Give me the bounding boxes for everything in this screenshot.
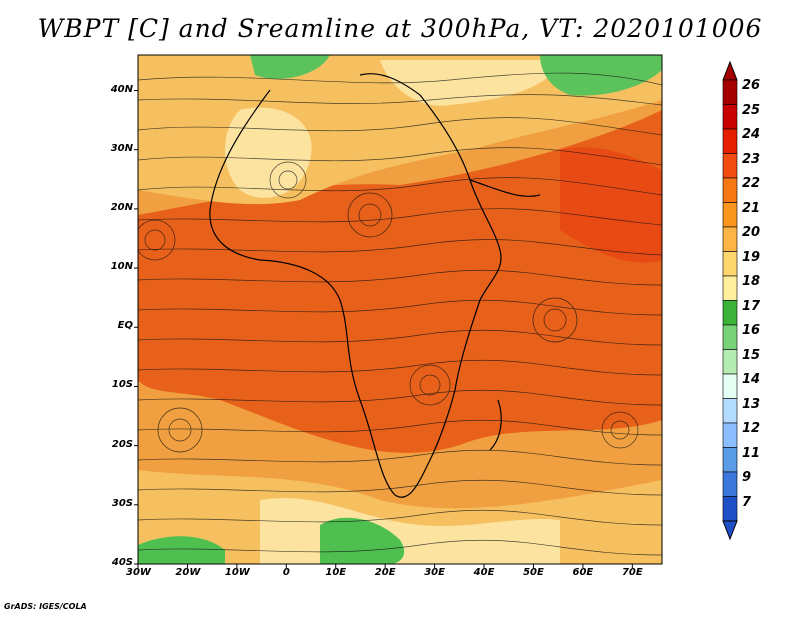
colorbar-top-arrow xyxy=(722,60,738,81)
colorbar xyxy=(722,60,738,541)
wbpt-field-hot-core xyxy=(560,147,662,263)
footer-credit: GrADS: IGES/COLA xyxy=(4,602,87,611)
colorbar-swatch xyxy=(722,251,738,277)
lon-tick-label: 20E xyxy=(374,567,396,578)
map-frame xyxy=(137,54,663,565)
colorbar-swatch xyxy=(722,398,738,424)
colorbar-label: 21 xyxy=(742,200,761,216)
colorbar-label: 12 xyxy=(742,421,761,436)
lon-tick-label: 30E xyxy=(424,567,445,578)
wbpt-field-green-northeast xyxy=(540,55,662,96)
lon-tick-label: 60E xyxy=(572,567,594,578)
colorbar-swatch xyxy=(722,349,738,375)
colorbar-swatch xyxy=(722,104,738,130)
colorbar-label: 19 xyxy=(742,249,761,265)
colorbar-bottom-arrow xyxy=(722,520,738,541)
colorbar-swatch xyxy=(722,153,738,179)
colorbar-swatch xyxy=(722,128,738,154)
colorbar-swatch xyxy=(722,447,738,473)
lon-tick-label: 20W xyxy=(175,567,201,578)
colorbar-label: 13 xyxy=(742,396,761,412)
wbpt-field-green-south xyxy=(320,517,405,564)
colorbar-swatch xyxy=(722,300,738,326)
lon-tick-label: 40E xyxy=(473,567,495,578)
lat-tick-label: 20S xyxy=(111,438,133,450)
colorbar-swatch xyxy=(722,275,738,301)
colorbar-swatch xyxy=(722,226,738,252)
lon-tick-label: 10W xyxy=(224,567,250,578)
colorbar-label: 23 xyxy=(742,151,761,167)
lon-tick-label: 70E xyxy=(621,567,643,578)
colorbar-label: 22 xyxy=(742,176,761,191)
colorbar-label: 24 xyxy=(742,127,761,142)
colorbar-swatch xyxy=(722,422,738,448)
lat-tick-label: 10S xyxy=(111,379,133,391)
lat-tick-label: 40N xyxy=(110,83,133,95)
wbpt-field-green-north xyxy=(250,55,330,79)
colorbar-swatch xyxy=(722,177,738,203)
colorbar-swatch xyxy=(722,496,738,522)
colorbar-swatch xyxy=(722,373,738,399)
lat-tick-label: EQ xyxy=(117,320,133,332)
colorbar-label: 25 xyxy=(742,102,761,118)
colorbar-label: 20 xyxy=(742,225,761,240)
colorbar-swatch xyxy=(722,79,738,105)
colorbar-label: 16 xyxy=(742,323,761,338)
axis-ticks xyxy=(134,90,633,568)
wbpt-field-green-southwest xyxy=(138,536,225,564)
colorbar-label: 26 xyxy=(742,78,761,93)
colorbar-label: 11 xyxy=(742,445,761,461)
lon-tick-label: 30W xyxy=(126,567,151,578)
colorbar-swatch xyxy=(722,202,738,228)
colorbar-label: 17 xyxy=(742,298,761,314)
lat-tick-label: 10N xyxy=(110,261,133,273)
chart-title: WBPT [C] and Sreamline at 300hPa, VT: 20… xyxy=(37,14,763,43)
lon-tick-label: 50E xyxy=(523,567,544,578)
lat-tick-label: 30N xyxy=(110,142,133,154)
colorbar-label: 7 xyxy=(742,494,752,510)
colorbar-swatch xyxy=(722,471,738,497)
coastlines xyxy=(209,73,541,498)
colorbar-swatch xyxy=(722,324,738,350)
lat-tick-label: 40S xyxy=(111,557,133,568)
lat-tick-label: 30S xyxy=(111,497,133,509)
lat-tick-label: 20N xyxy=(110,201,133,213)
lon-tick-label: 10E xyxy=(325,567,347,578)
colorbar-label: 9 xyxy=(742,470,752,485)
colorbar-label: 18 xyxy=(742,274,761,289)
streamlines xyxy=(138,72,662,556)
wbpt-field-north-pale-2 xyxy=(380,60,560,106)
lon-tick-label: 0 xyxy=(282,567,290,578)
colorbar-label: 14 xyxy=(742,372,761,387)
colorbar-label: 15 xyxy=(742,347,761,363)
